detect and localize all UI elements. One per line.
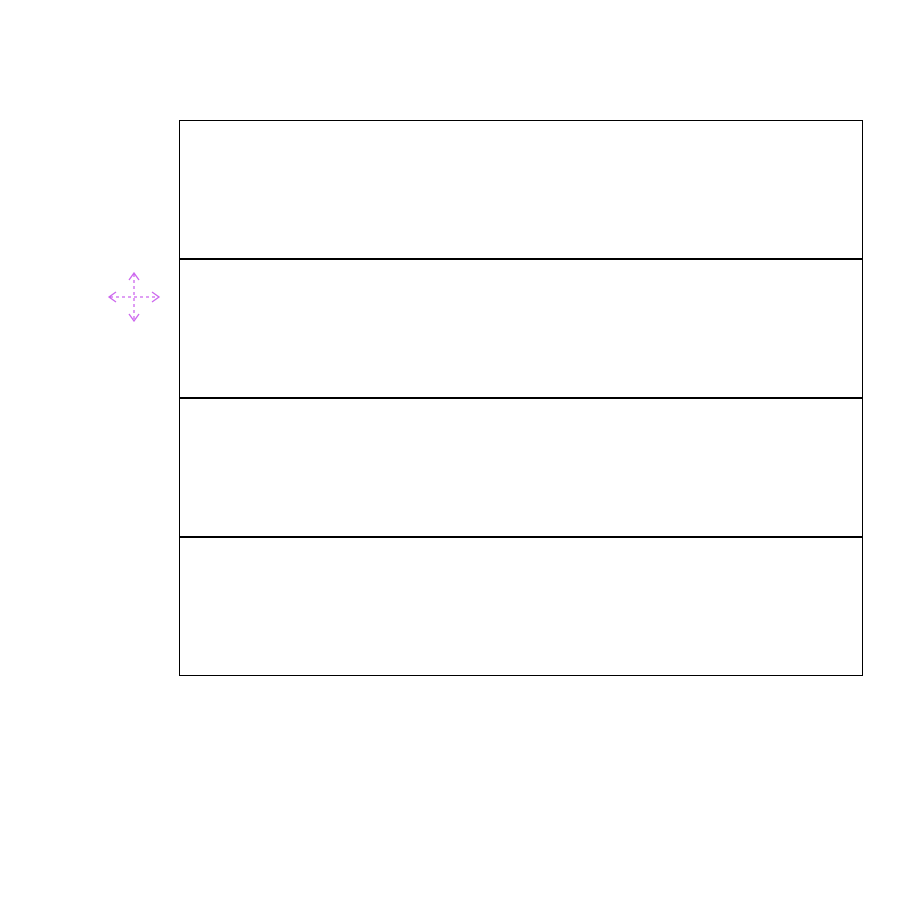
wind-panel <box>179 259 863 398</box>
pressure-y-axis <box>0 120 174 259</box>
wind-y-axis <box>0 259 174 398</box>
compass-cross-icon <box>107 271 161 323</box>
bottom-date-axis <box>179 824 863 870</box>
precip-panel <box>179 676 863 824</box>
precip-y-axis <box>0 676 174 824</box>
top-date-axis <box>179 88 863 122</box>
pressure-panel <box>179 120 863 259</box>
cloud-panel <box>179 537 863 676</box>
temp-panel <box>179 398 863 537</box>
wind-compass-rose <box>92 258 176 342</box>
temp-y-axis <box>0 398 174 537</box>
cloud-y-axis <box>0 537 174 676</box>
